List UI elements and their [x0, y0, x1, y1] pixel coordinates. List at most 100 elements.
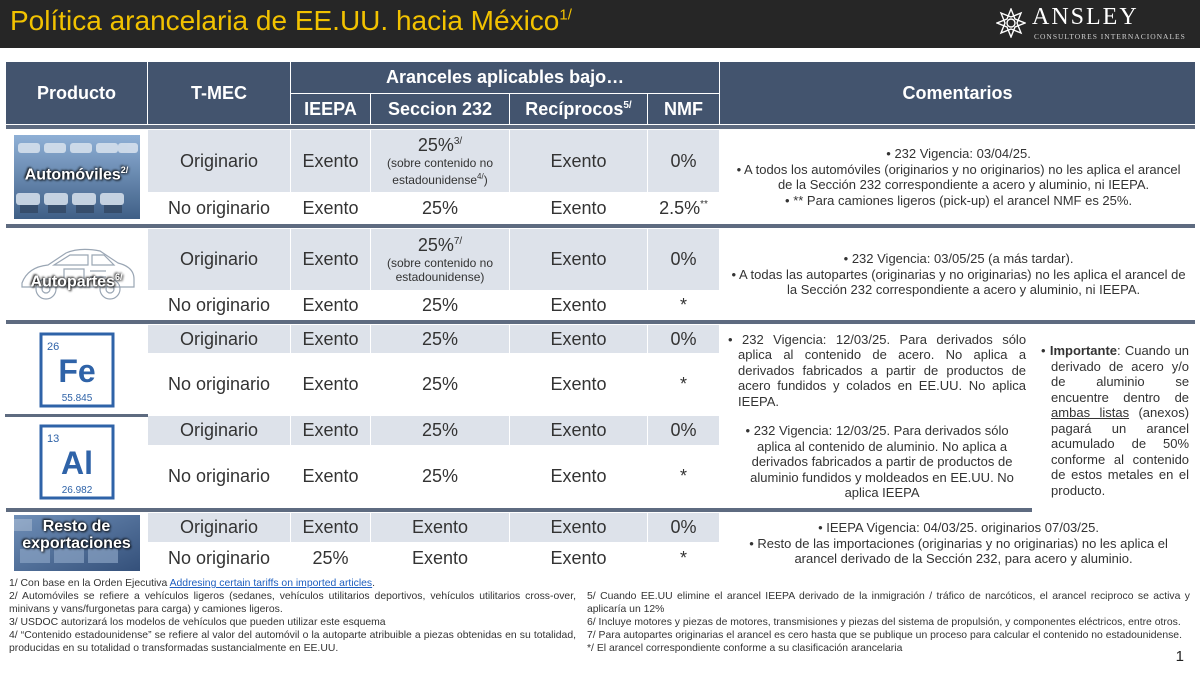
automoviles-label-text: Automóviles	[24, 165, 121, 183]
autopartes-orig-s232-note: (sobre contenido no estadounidense)	[386, 256, 494, 284]
autopartes-orig-s232: 25%7/ (sobre contenido no estadounidense…	[370, 228, 510, 291]
autopartes-image: Autopartes6/	[13, 231, 140, 317]
autos-noorig-s232: 25%	[370, 192, 510, 224]
autopartes-orig-tmec: Originario	[147, 228, 291, 291]
table-row-resto-no-originario: No originario 25% Exento Exento *	[6, 542, 1196, 574]
export-containers-icon	[13, 515, 140, 571]
autopartes-comment-2: A todas las autopartes (originarias y no…	[728, 267, 1189, 298]
header-reciprocos-footnote: 5/	[623, 99, 632, 111]
table-row-resto-originario: Resto de exportaciones Originario Exento …	[5, 512, 1197, 574]
automoviles-image-cell: Automóviles2/	[5, 129, 148, 224]
top-bar: Política arancelaria de EE.UU. hacia Méx…	[0, 0, 1200, 48]
autopartes-orig-s232-value: 25%	[417, 235, 454, 255]
autos-comments: 232 Vigencia: 03/04/25. A todos los auto…	[719, 129, 1197, 224]
aluminio-orig-ieepa: Exento	[290, 415, 371, 446]
footnote-4: 4/ “Contenido estadounidense” se refiere…	[9, 630, 576, 654]
iron-atomic-mass: 55.845	[61, 393, 92, 404]
aluminio-comment-text: 232 Vigencia: 12/03/25. Para derivados s…	[728, 423, 1026, 501]
aluminum-symbol: Al	[61, 445, 93, 481]
table-row-aluminio-originario: 13 Al 26.982 Originario Exento 25% Exent…	[5, 414, 1196, 508]
table-row-autopartes-originario: Autopartes6/ Originario Exento 25%7/ (so…	[5, 228, 1197, 320]
autopartes-label-footnote: 6/	[114, 272, 123, 282]
header-reciprocos: Recíprocos5/	[509, 93, 648, 125]
table-row-acero-no-originario: No originario Exento 25% Exento *	[6, 353, 1196, 416]
acero-orig-ieepa: Exento	[290, 324, 371, 354]
autopartes-noorig-ieepa: Exento	[290, 290, 371, 320]
table-row-autopartes-no-originario: No originario Exento 25% Exento *	[6, 290, 1196, 320]
importante-note-text: Importante: Cuando un derivado de acero …	[1041, 343, 1189, 498]
resto-noorig-tmec: No originario	[147, 542, 291, 574]
table-row-automoviles-originario: Automóviles2/ Originario Exento 25%3/ (s…	[5, 129, 1197, 224]
resto-comment-1: IEEPA Vigencia: 04/03/25. originarios 07…	[728, 520, 1189, 536]
header-comentarios: Comentarios	[719, 61, 1197, 125]
autos-noorig-reciprocos: Exento	[509, 192, 648, 224]
resto-image: Resto de exportaciones	[13, 515, 140, 571]
autos-orig-tmec: Originario	[147, 129, 291, 193]
acero-orig-nmf: 0%	[646, 324, 721, 354]
autos-orig-s232-note-footnote: 4/	[477, 172, 484, 181]
acero-orig-tmec: Originario	[147, 324, 291, 354]
footnote-2: 2/ Automóviles se refiere a vehículos li…	[9, 591, 576, 615]
autos-noorig-nmf-footnote: **	[700, 198, 708, 210]
autos-noorig-ieepa: Exento	[290, 192, 371, 224]
autopartes-image-cell: Autopartes6/	[5, 228, 148, 320]
acero-noorig-ieepa: Exento	[290, 353, 371, 416]
executive-order-link[interactable]: Addresing certain tariffs on imported ar…	[169, 578, 373, 589]
logo-name: ANSLEY	[1032, 4, 1139, 30]
importante-note: Importante: Cuando un derivado de acero …	[1032, 324, 1197, 513]
autopartes-noorig-s232: 25%	[370, 290, 510, 320]
resto-orig-reciprocos: Exento	[509, 512, 648, 543]
importante-text-1: : Cuando un derivado de acero y/o de alu…	[1051, 343, 1190, 405]
resto-orig-nmf: 0%	[646, 512, 721, 543]
page-title-text: Política arancelaria de EE.UU. hacia Méx…	[10, 5, 560, 36]
footnote-8: */ El arancel correspondiente conforme a…	[587, 643, 903, 654]
resto-noorig-reciprocos: Exento	[509, 542, 648, 574]
resto-noorig-s232: Exento	[370, 542, 510, 574]
aluminio-noorig-tmec: No originario	[147, 445, 291, 508]
acero-image-cell: 26 Fe 55.845	[5, 324, 148, 416]
automoviles-image: Automóviles2/	[13, 134, 140, 219]
autos-orig-nmf: 0%	[646, 129, 721, 193]
autopartes-noorig-tmec: No originario	[147, 290, 291, 320]
autos-comment-3: ** Para camiones ligeros (pick-up) el ar…	[728, 193, 1189, 209]
autopartes-orig-s232-footnote: 7/	[453, 236, 463, 247]
autos-noorig-nmf: 2.5%**	[646, 192, 721, 224]
importante-underlined: ambas listas	[1051, 405, 1130, 420]
automoviles-label-footnote: 2/	[120, 164, 129, 175]
aluminio-noorig-ieepa: Exento	[290, 445, 371, 508]
resto-label-line-2: exportaciones	[22, 535, 131, 552]
resto-label: Resto de exportaciones	[14, 518, 140, 552]
acero-comment: 232 Vigencia: 12/03/25. Para derivados s…	[719, 324, 1034, 416]
logo-subtitle: CONSULTORES INTERNACIONALES	[1034, 32, 1186, 41]
autopartes-orig-ieepa: Exento	[290, 228, 371, 291]
autos-orig-ieepa: Exento	[290, 129, 371, 193]
autos-noorig-nmf-value: 2.5%	[659, 197, 701, 218]
aluminio-image-cell: 13 Al 26.982	[5, 414, 148, 508]
autos-orig-s232: 25%3/ (sobre contenido no estadounidense…	[370, 129, 510, 193]
resto-comment-2: Resto de las importaciones (originarias …	[728, 536, 1189, 567]
autopartes-comment-1: 232 Vigencia: 03/05/25 (a más tardar).	[728, 251, 1189, 267]
autos-comment-1: 232 Vigencia: 03/04/25.	[728, 146, 1189, 162]
resto-orig-ieepa: Exento	[290, 512, 371, 543]
iron-element-icon: 26 Fe 55.845	[39, 332, 114, 407]
tariff-table: Producto T-MEC Aranceles aplicables bajo…	[4, 61, 1197, 574]
resto-comments: IEEPA Vigencia: 04/03/25. originarios 07…	[719, 512, 1197, 574]
importante-label: Importante	[1049, 343, 1117, 358]
autopartes-comments: 232 Vigencia: 03/05/25 (a más tardar). A…	[719, 228, 1197, 320]
acero-orig-reciprocos: Exento	[509, 324, 648, 354]
ansley-logo-mark-icon	[996, 8, 1026, 38]
aluminio-orig-s232: 25%	[370, 415, 510, 446]
autos-orig-s232-value: 25%	[417, 135, 454, 155]
resto-orig-tmec: Originario	[147, 512, 291, 543]
autos-orig-s232-note: (sobre contenido no estadounidense4/)	[374, 156, 506, 187]
footnote-1-suffix: .	[372, 578, 375, 589]
acero-orig-s232: 25%	[370, 324, 510, 354]
acero-comment-text: 232 Vigencia: 12/03/25. Para derivados s…	[728, 332, 1026, 410]
iron-atomic-number: 26	[47, 341, 59, 353]
acero-noorig-nmf: *	[646, 353, 721, 416]
footnote-1: 1/ Con base en la Orden Ejecutiva Addres…	[9, 577, 576, 590]
aluminum-atomic-number: 13	[47, 433, 59, 445]
autopartes-noorig-reciprocos: Exento	[509, 290, 648, 320]
resto-orig-s232: Exento	[370, 512, 510, 543]
ansley-logo: ANSLEY CONSULTORES INTERNACIONALES	[996, 4, 1185, 44]
